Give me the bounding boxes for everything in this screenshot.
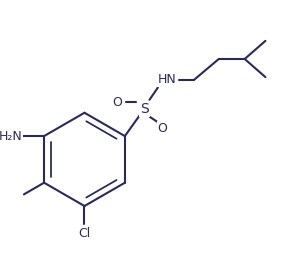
Text: HN: HN [158,73,176,86]
Text: O: O [158,122,167,135]
Text: H₂N: H₂N [0,130,22,142]
Text: Cl: Cl [78,227,91,240]
Text: O: O [112,96,122,109]
Text: S: S [140,102,149,116]
